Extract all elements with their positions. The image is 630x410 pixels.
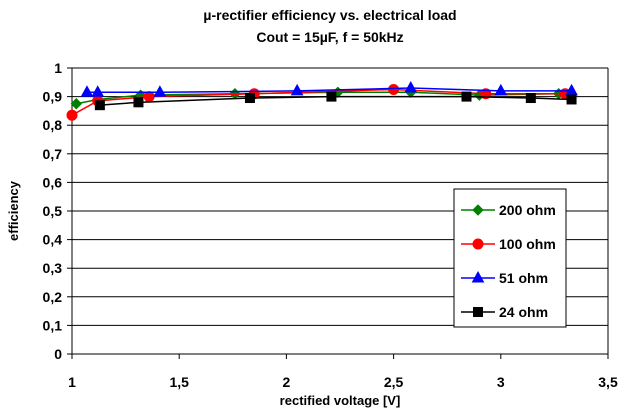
x-tick-label: 3 (497, 374, 505, 390)
data-point-24-ohm (566, 94, 577, 105)
y-axis-label: efficiency (6, 180, 21, 241)
data-point-24-ohm (461, 91, 472, 102)
y-tick-label: 0,7 (43, 146, 63, 162)
data-point-51-ohm (494, 83, 508, 96)
x-tick-labels: 1 1,5 2 2,5 3 3,5 (68, 374, 618, 390)
legend-label-24-ohm: 24 ohm (499, 304, 548, 320)
data-point-51-ohm (404, 80, 418, 93)
data-point-200-ohm (70, 98, 82, 110)
x-tick-label: 2 (283, 374, 291, 390)
legend-marker-100-ohm (472, 238, 484, 250)
data-point-24-ohm (525, 93, 536, 104)
y-tick-label: 0,9 (43, 89, 63, 105)
y-tick-label: 0,6 (43, 174, 63, 190)
y-tick-label: 0,2 (43, 289, 63, 305)
legend-label-200-ohm: 200 ohm (499, 202, 556, 218)
legend-marker-200-ohm (472, 204, 484, 216)
x-tick-label: 1 (68, 374, 76, 390)
series-24-ohm (94, 91, 577, 111)
y-tick-label: 1 (54, 60, 62, 76)
legend-box (453, 188, 567, 328)
x-tick-label: 1,5 (169, 374, 189, 390)
data-point-51-ohm (80, 85, 94, 97)
legend-label-100-ohm: 100 ohm (499, 236, 556, 252)
legend: 200 ohm 100 ohm 51 ohm 24 ohm (453, 188, 567, 328)
data-point-24-ohm (244, 93, 255, 104)
y-tick-label: 0,8 (43, 117, 63, 133)
y-tick-label: 0,5 (43, 203, 63, 219)
data-point-24-ohm (133, 97, 144, 108)
data-point-51-ohm (153, 85, 167, 97)
x-tick-label: 3,5 (598, 374, 618, 390)
data-point-24-ohm (326, 91, 337, 102)
y-tick-label: 0,3 (43, 260, 63, 276)
data-point-100-ohm (388, 83, 400, 95)
y-tick-labels: 0 0,1 0,2 0,3 0,4 0,5 0,6 0,7 0,8 0,9 1 (43, 60, 63, 362)
y-tick-label: 0,4 (43, 232, 63, 248)
data-point-51-ohm (290, 83, 304, 96)
data-point-100-ohm (143, 91, 155, 103)
data-series (66, 80, 578, 121)
y-tick-label: 0,1 (43, 317, 63, 333)
y-tick-label: 0 (54, 346, 62, 362)
data-point-24-ohm (94, 100, 105, 111)
data-point-100-ohm (66, 109, 78, 121)
legend-marker-51-ohm (471, 270, 485, 283)
x-tick-label: 2,5 (384, 374, 404, 390)
series-51-ohm (80, 80, 578, 97)
data-point-51-ohm (91, 85, 105, 97)
legend-marker-24-ohm (473, 307, 483, 317)
chart-subtitle: Cout = 15µF, f = 50kHz (256, 29, 403, 45)
x-axis-label: rectified voltage [V] (280, 393, 401, 408)
chart-title: µ-rectifier efficiency vs. electrical lo… (203, 7, 456, 23)
legend-label-51-ohm: 51 ohm (499, 270, 548, 286)
